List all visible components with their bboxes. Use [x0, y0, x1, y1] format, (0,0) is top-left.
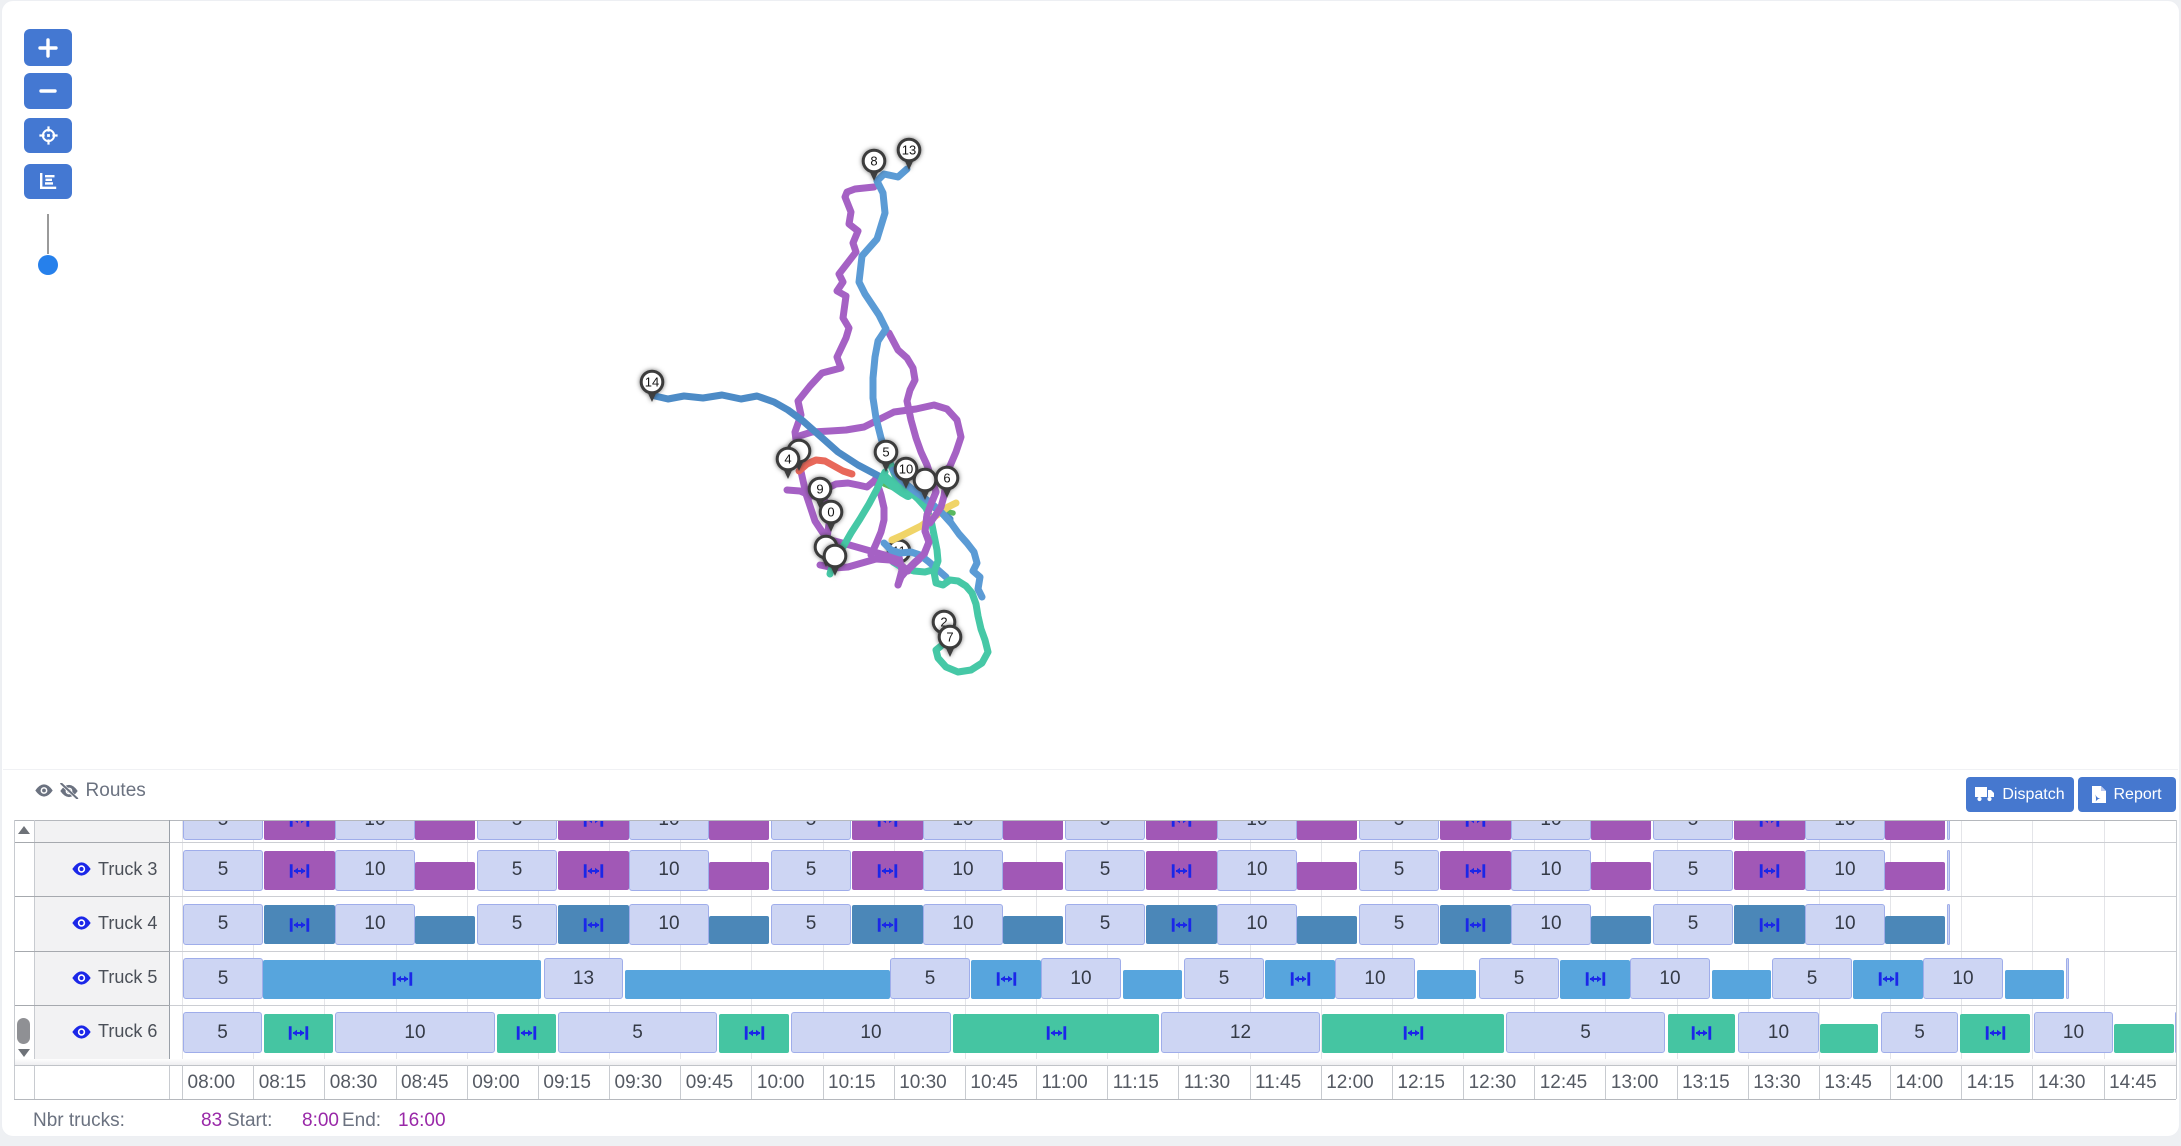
- svg-text:4: 4: [784, 452, 791, 467]
- svg-text:14: 14: [645, 375, 659, 390]
- svg-text:0: 0: [827, 505, 834, 520]
- svg-text:7: 7: [946, 630, 953, 645]
- svg-text:9: 9: [816, 482, 823, 497]
- svg-text:2: 2: [940, 615, 947, 630]
- svg-text:10: 10: [899, 462, 913, 477]
- svg-text:8: 8: [870, 154, 877, 169]
- svg-text:6: 6: [943, 471, 950, 486]
- svg-text:13: 13: [902, 143, 916, 158]
- svg-text:5: 5: [882, 445, 889, 460]
